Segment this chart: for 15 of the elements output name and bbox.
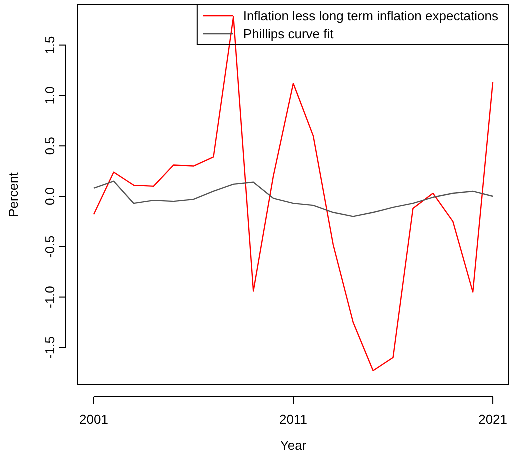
y-axis-title: Percent xyxy=(6,172,21,218)
x-axis-title: Year xyxy=(280,438,308,453)
line-series xyxy=(93,180,494,218)
y-tick-label: -1.5 xyxy=(42,336,58,359)
y-tick-label: 0.0 xyxy=(42,187,58,206)
legend-label: Inflation less long term inflation expectations xyxy=(243,8,499,24)
legend-label: Phillips curve fit xyxy=(243,26,334,42)
y-tick-label: -0.5 xyxy=(42,236,58,258)
x-tick-label: 2021 xyxy=(478,412,508,427)
y-tick-label: 1.0 xyxy=(42,86,58,105)
y-tick-label: 1.5 xyxy=(42,36,58,54)
x-tick-label: 2001 xyxy=(80,412,108,427)
x-tick-label: 2011 xyxy=(280,412,308,427)
y-tick-label: -1.0 xyxy=(42,286,58,309)
y-tick-label: 0.5 xyxy=(42,137,58,156)
